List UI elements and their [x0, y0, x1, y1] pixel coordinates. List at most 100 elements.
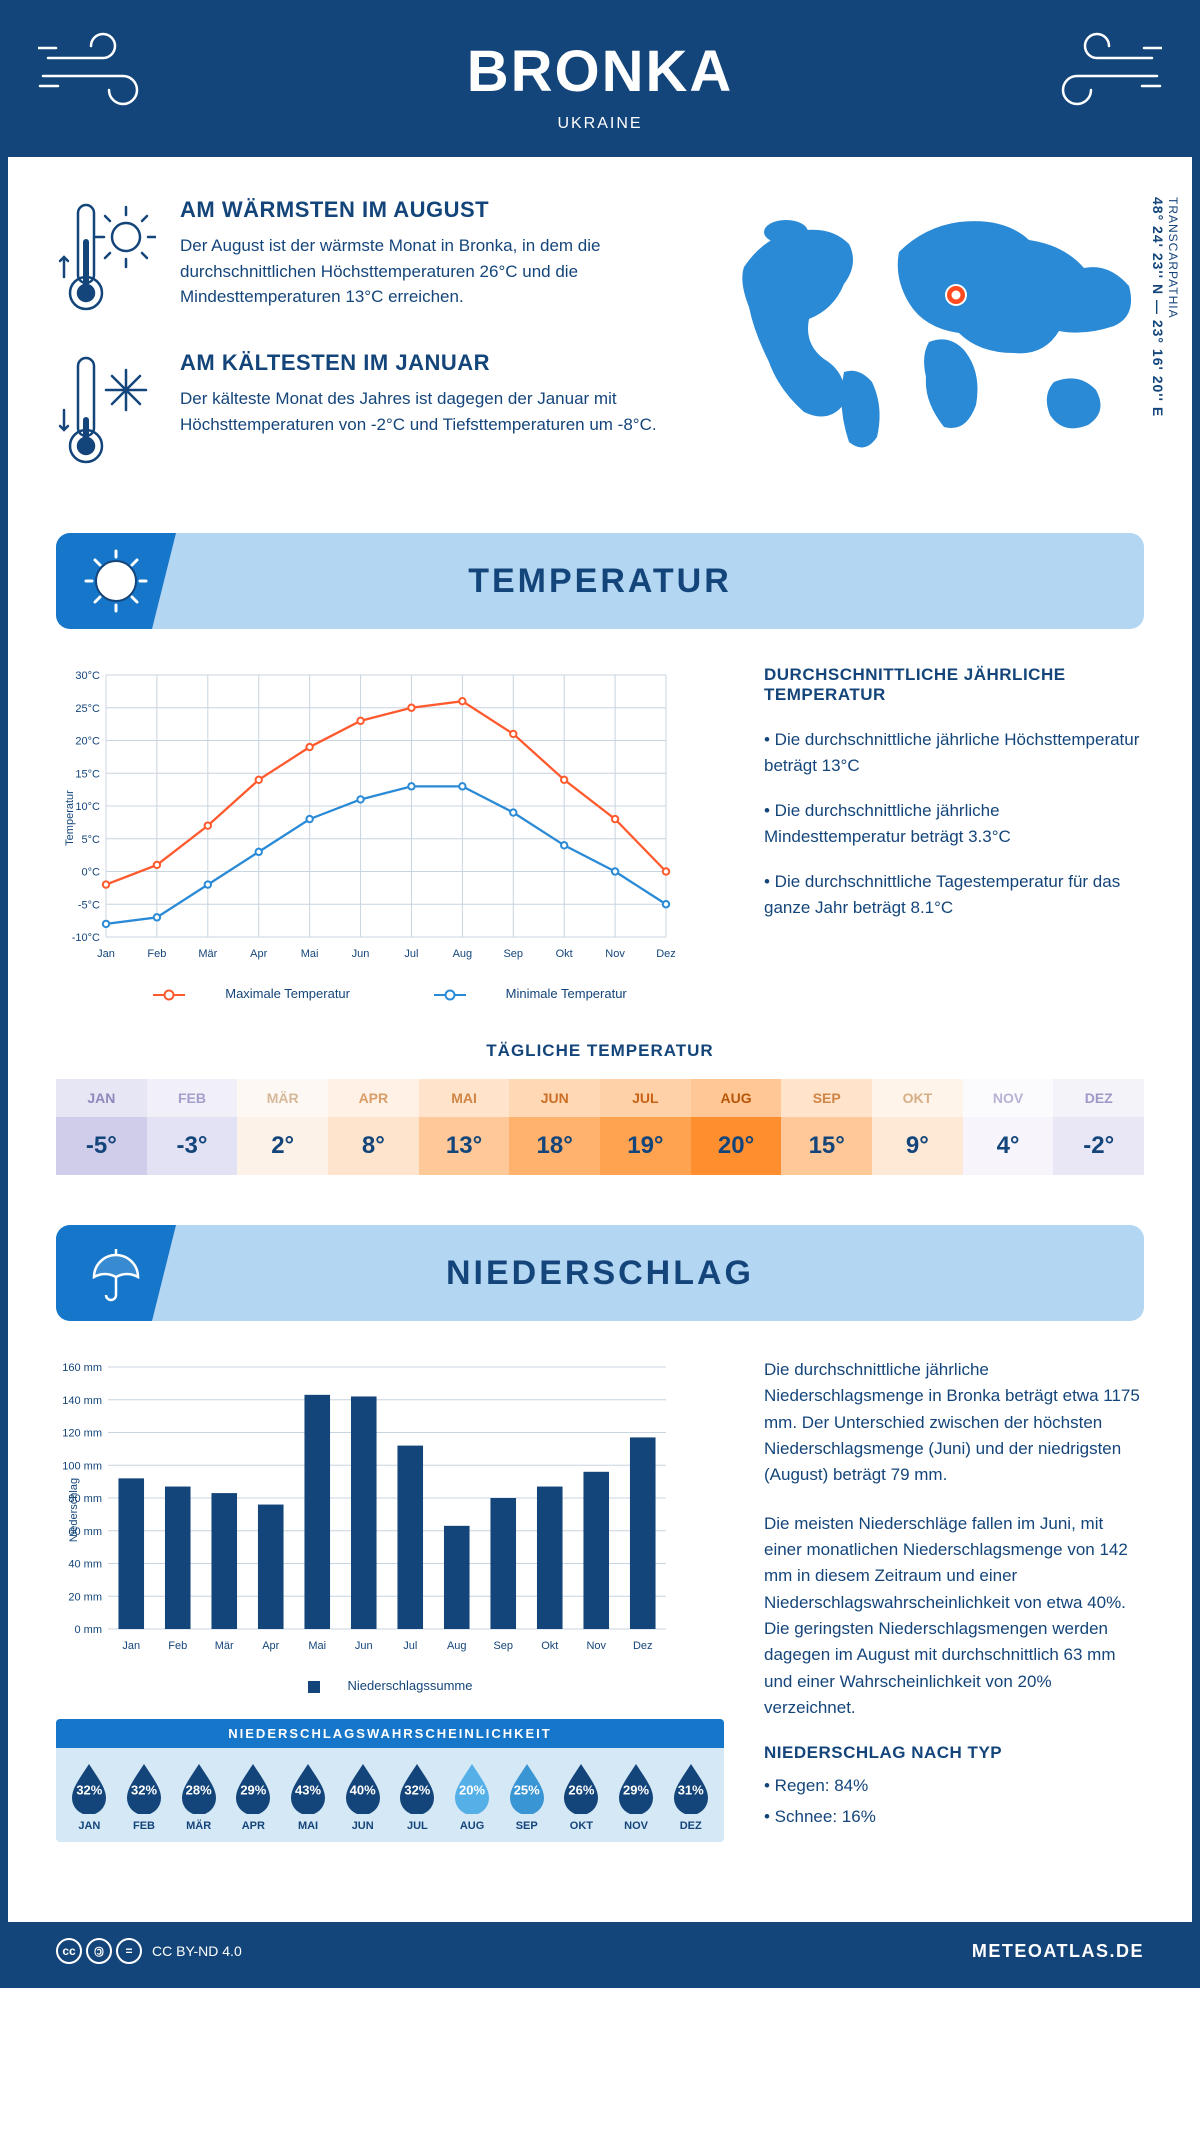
daily-temp-cell: FEB -3°	[147, 1079, 238, 1175]
svg-text:25°C: 25°C	[75, 703, 100, 715]
svg-text:Nov: Nov	[605, 948, 625, 960]
prob-cell: 32% JUL	[390, 1762, 445, 1832]
svg-text:-5°C: -5°C	[78, 899, 100, 911]
raindrop-icon: 28%	[178, 1762, 220, 1814]
prob-cell: 26% OKT	[554, 1762, 609, 1832]
temperature-chart: Temperatur -10°C-5°C0°C5°C10°C15°C20°C25…	[56, 665, 724, 970]
coldest-title: AM KÄLTESTEN IM JANUAR	[180, 350, 684, 376]
precip-probability: NIEDERSCHLAGSWAHRSCHEINLICHKEIT 32% JAN …	[56, 1719, 724, 1842]
prob-cell: 25% SEP	[499, 1762, 554, 1832]
svg-text:Okt: Okt	[556, 948, 573, 960]
warmest-block: AM WÄRMSTEN IM AUGUST Der August ist der…	[56, 197, 684, 322]
coldest-block: AM KÄLTESTEN IM JANUAR Der kälteste Mona…	[56, 350, 684, 475]
daily-temp-cell: NOV 4°	[963, 1079, 1054, 1175]
svg-text:15°C: 15°C	[75, 768, 100, 780]
warmest-title: AM WÄRMSTEN IM AUGUST	[180, 197, 684, 223]
umbrella-icon	[84, 1241, 148, 1305]
prob-cell: 31% DEZ	[663, 1762, 718, 1832]
section-title: TEMPERATUR	[468, 562, 732, 601]
thermometer-cold-icon	[56, 350, 156, 475]
svg-text:5°C: 5°C	[82, 834, 101, 846]
svg-text:Jan: Jan	[97, 948, 115, 960]
coordinates: TRANSCARPATHIA 48° 24' 23'' N — 23° 16' …	[1150, 197, 1180, 417]
prob-cell: 20% AUG	[445, 1762, 500, 1832]
daily-temp-cell: MAI 13°	[419, 1079, 510, 1175]
raindrop-icon: 40%	[342, 1762, 384, 1814]
raindrop-icon: 32%	[396, 1762, 438, 1814]
wind-icon	[38, 28, 158, 123]
sun-icon	[84, 549, 148, 613]
svg-text:Dez: Dez	[656, 948, 676, 960]
cc-icon: cc🄯=	[56, 1938, 142, 1964]
svg-text:Nov: Nov	[586, 1640, 606, 1652]
svg-text:Aug: Aug	[453, 948, 473, 960]
svg-text:120 mm: 120 mm	[62, 1428, 102, 1440]
prob-cell: 28% MÄR	[171, 1762, 226, 1832]
warmest-text: Der August ist der wärmste Monat in Bron…	[180, 233, 684, 310]
svg-text:Jun: Jun	[355, 1640, 373, 1652]
world-map: TRANSCARPATHIA 48° 24' 23'' N — 23° 16' …	[724, 197, 1144, 503]
svg-text:10°C: 10°C	[75, 801, 100, 813]
thermometer-hot-icon	[56, 197, 156, 322]
svg-text:140 mm: 140 mm	[62, 1395, 102, 1407]
daily-temp-cell: APR 8°	[328, 1079, 419, 1175]
raindrop-icon: 29%	[615, 1762, 657, 1814]
header: BRONKA UKRAINE	[8, 8, 1192, 157]
chart-legend: Niederschlagssumme	[56, 1678, 724, 1693]
svg-text:Apr: Apr	[250, 948, 267, 960]
raindrop-icon: 43%	[287, 1762, 329, 1814]
svg-text:160 mm: 160 mm	[62, 1362, 102, 1374]
footer: cc🄯= CC BY-ND 4.0 METEOATLAS.DE	[8, 1922, 1192, 1980]
daily-temp-cell: OKT 9°	[872, 1079, 963, 1175]
svg-text:20 mm: 20 mm	[68, 1591, 102, 1603]
wind-icon	[1042, 28, 1162, 123]
svg-text:100 mm: 100 mm	[62, 1460, 102, 1472]
raindrop-icon: 31%	[670, 1762, 712, 1814]
prob-cell: 29% NOV	[609, 1762, 664, 1832]
svg-text:Mär: Mär	[215, 1640, 234, 1652]
daily-temp-cell: DEZ -2°	[1053, 1079, 1144, 1175]
svg-text:Jun: Jun	[352, 948, 370, 960]
svg-text:Jan: Jan	[122, 1640, 140, 1652]
prob-cell: 40% JUN	[335, 1762, 390, 1832]
svg-text:Dez: Dez	[633, 1640, 653, 1652]
prob-cell: 32% FEB	[117, 1762, 172, 1832]
raindrop-icon: 32%	[68, 1762, 110, 1814]
page-title: BRONKA	[28, 38, 1172, 105]
daily-temp-cell: MÄR 2°	[237, 1079, 328, 1175]
daily-temp-cell: SEP 15°	[781, 1079, 872, 1175]
section-precipitation: NIEDERSCHLAG	[56, 1225, 1144, 1321]
svg-text:Aug: Aug	[447, 1640, 467, 1652]
svg-text:Feb: Feb	[147, 948, 166, 960]
svg-text:Mai: Mai	[301, 948, 319, 960]
chart-legend: Maximale Temperatur Minimale Temperatur	[56, 986, 724, 1001]
svg-text:Apr: Apr	[262, 1640, 279, 1652]
svg-text:Jul: Jul	[403, 1640, 417, 1652]
raindrop-icon: 29%	[232, 1762, 274, 1814]
svg-text:30°C: 30°C	[75, 670, 100, 682]
daily-temp-cell: JUL 19°	[600, 1079, 691, 1175]
svg-text:Mai: Mai	[308, 1640, 326, 1652]
country-label: UKRAINE	[28, 115, 1172, 133]
precipitation-chart: Niederschlag 0 mm20 mm40 mm60 mm80 mm100…	[56, 1357, 724, 1662]
daily-temp-title: TÄGLICHE TEMPERATUR	[56, 1041, 1144, 1061]
section-temperature: TEMPERATUR	[56, 533, 1144, 629]
raindrop-icon: 26%	[560, 1762, 602, 1814]
svg-text:0 mm: 0 mm	[75, 1624, 103, 1636]
svg-text:Mär: Mär	[198, 948, 217, 960]
svg-text:Feb: Feb	[168, 1640, 187, 1652]
section-title: NIEDERSCHLAG	[446, 1254, 754, 1293]
svg-text:Jul: Jul	[404, 948, 418, 960]
temperature-summary: DURCHSCHNITTLICHE JÄHRLICHE TEMPERATUR •…	[764, 665, 1144, 1001]
svg-text:Sep: Sep	[493, 1640, 513, 1652]
site-name: METEOATLAS.DE	[972, 1941, 1144, 1962]
license-label: CC BY-ND 4.0	[152, 1943, 242, 1959]
daily-temp-table: JAN -5°FEB -3°MÄR 2°APR 8°MAI 13°JUN 18°…	[56, 1079, 1144, 1175]
raindrop-icon: 32%	[123, 1762, 165, 1814]
prob-cell: 32% JAN	[62, 1762, 117, 1832]
svg-text:20°C: 20°C	[75, 736, 100, 748]
raindrop-icon: 20%	[451, 1762, 493, 1814]
svg-text:-10°C: -10°C	[72, 932, 100, 944]
prob-cell: 29% APR	[226, 1762, 281, 1832]
raindrop-icon: 25%	[506, 1762, 548, 1814]
